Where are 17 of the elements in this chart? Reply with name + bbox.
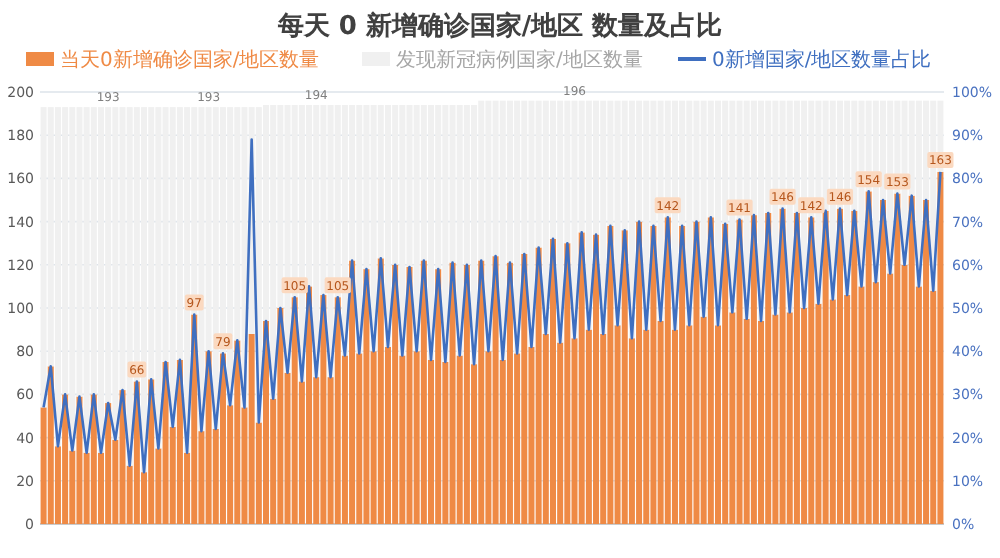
bar: [836, 208, 843, 524]
bar: [248, 333, 255, 524]
bar: [923, 200, 930, 524]
bar: [334, 297, 341, 524]
bar: [270, 104, 277, 399]
bar: [155, 107, 162, 449]
bar: [808, 217, 815, 524]
bar: [937, 171, 944, 524]
bar: [851, 210, 858, 524]
bar: [894, 193, 901, 524]
chart-title: 每天 0 新增确诊国家/地区 数量及占比: [275, 10, 723, 42]
legend-label: 当天0新增确诊国家/地区数量: [60, 48, 320, 72]
bar: [908, 195, 915, 524]
bar: [880, 200, 887, 524]
legend-label: 发现新冠病例国家/地区数量: [396, 48, 643, 72]
bar: [865, 191, 872, 524]
legend-label: 0新增国家/地区数量占比: [712, 48, 932, 72]
